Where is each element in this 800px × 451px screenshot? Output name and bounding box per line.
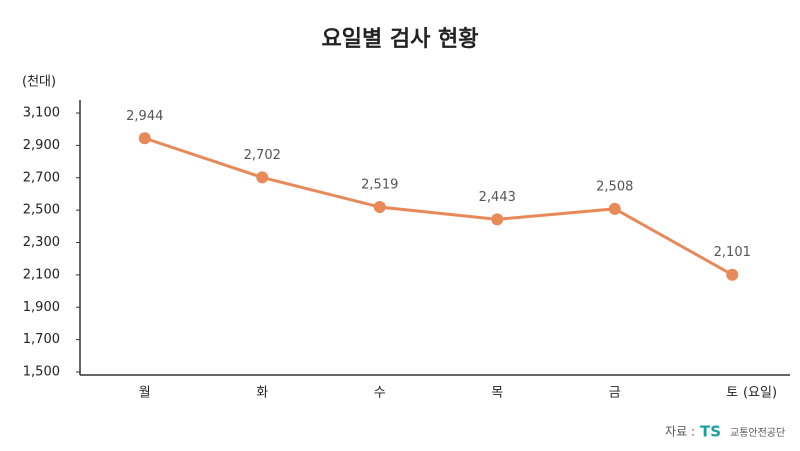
value-label: 2,944	[126, 109, 163, 124]
y-tick-label: 1,500	[23, 365, 60, 380]
y-tick-label: 2,300	[23, 235, 60, 250]
point	[726, 268, 739, 281]
y-tick-label: 2,700	[23, 170, 60, 185]
source-label: 자료 :	[665, 425, 695, 439]
value-label: 2,508	[596, 179, 633, 194]
chart-title: 요일별 검사 현황	[322, 27, 479, 52]
point	[373, 201, 386, 214]
y-axis-label: (천대)	[22, 75, 56, 90]
line	[144, 136, 733, 277]
x-tick-label: 월	[139, 386, 151, 401]
y-tick-label: 2,100	[23, 267, 60, 282]
value-label: 2,702	[244, 148, 281, 163]
source-org: 교통안전공단	[730, 427, 785, 439]
x-axis-label: (요일)	[743, 386, 777, 401]
source-logo: TS	[700, 423, 721, 441]
point	[491, 213, 504, 226]
y-tick-label: 3,100	[23, 106, 60, 121]
y-tick-label: 1,700	[23, 332, 60, 347]
x-tick-label: 금	[609, 386, 621, 401]
point	[608, 202, 621, 215]
value-label: 2,443	[479, 190, 516, 205]
y-tick-label: 2,900	[23, 138, 60, 153]
x-tick-label: 수	[374, 386, 386, 401]
y-tick-label: 1,900	[23, 300, 60, 315]
point	[256, 171, 269, 184]
x-tick-label: 화	[256, 386, 268, 401]
x-tick-label: 토	[726, 386, 738, 401]
x-tick-label: 목	[491, 386, 503, 401]
value-label: 2,101	[714, 245, 751, 260]
value-label: 2,519	[361, 178, 398, 193]
y-tick-label: 2,500	[23, 203, 60, 218]
point	[138, 132, 151, 145]
